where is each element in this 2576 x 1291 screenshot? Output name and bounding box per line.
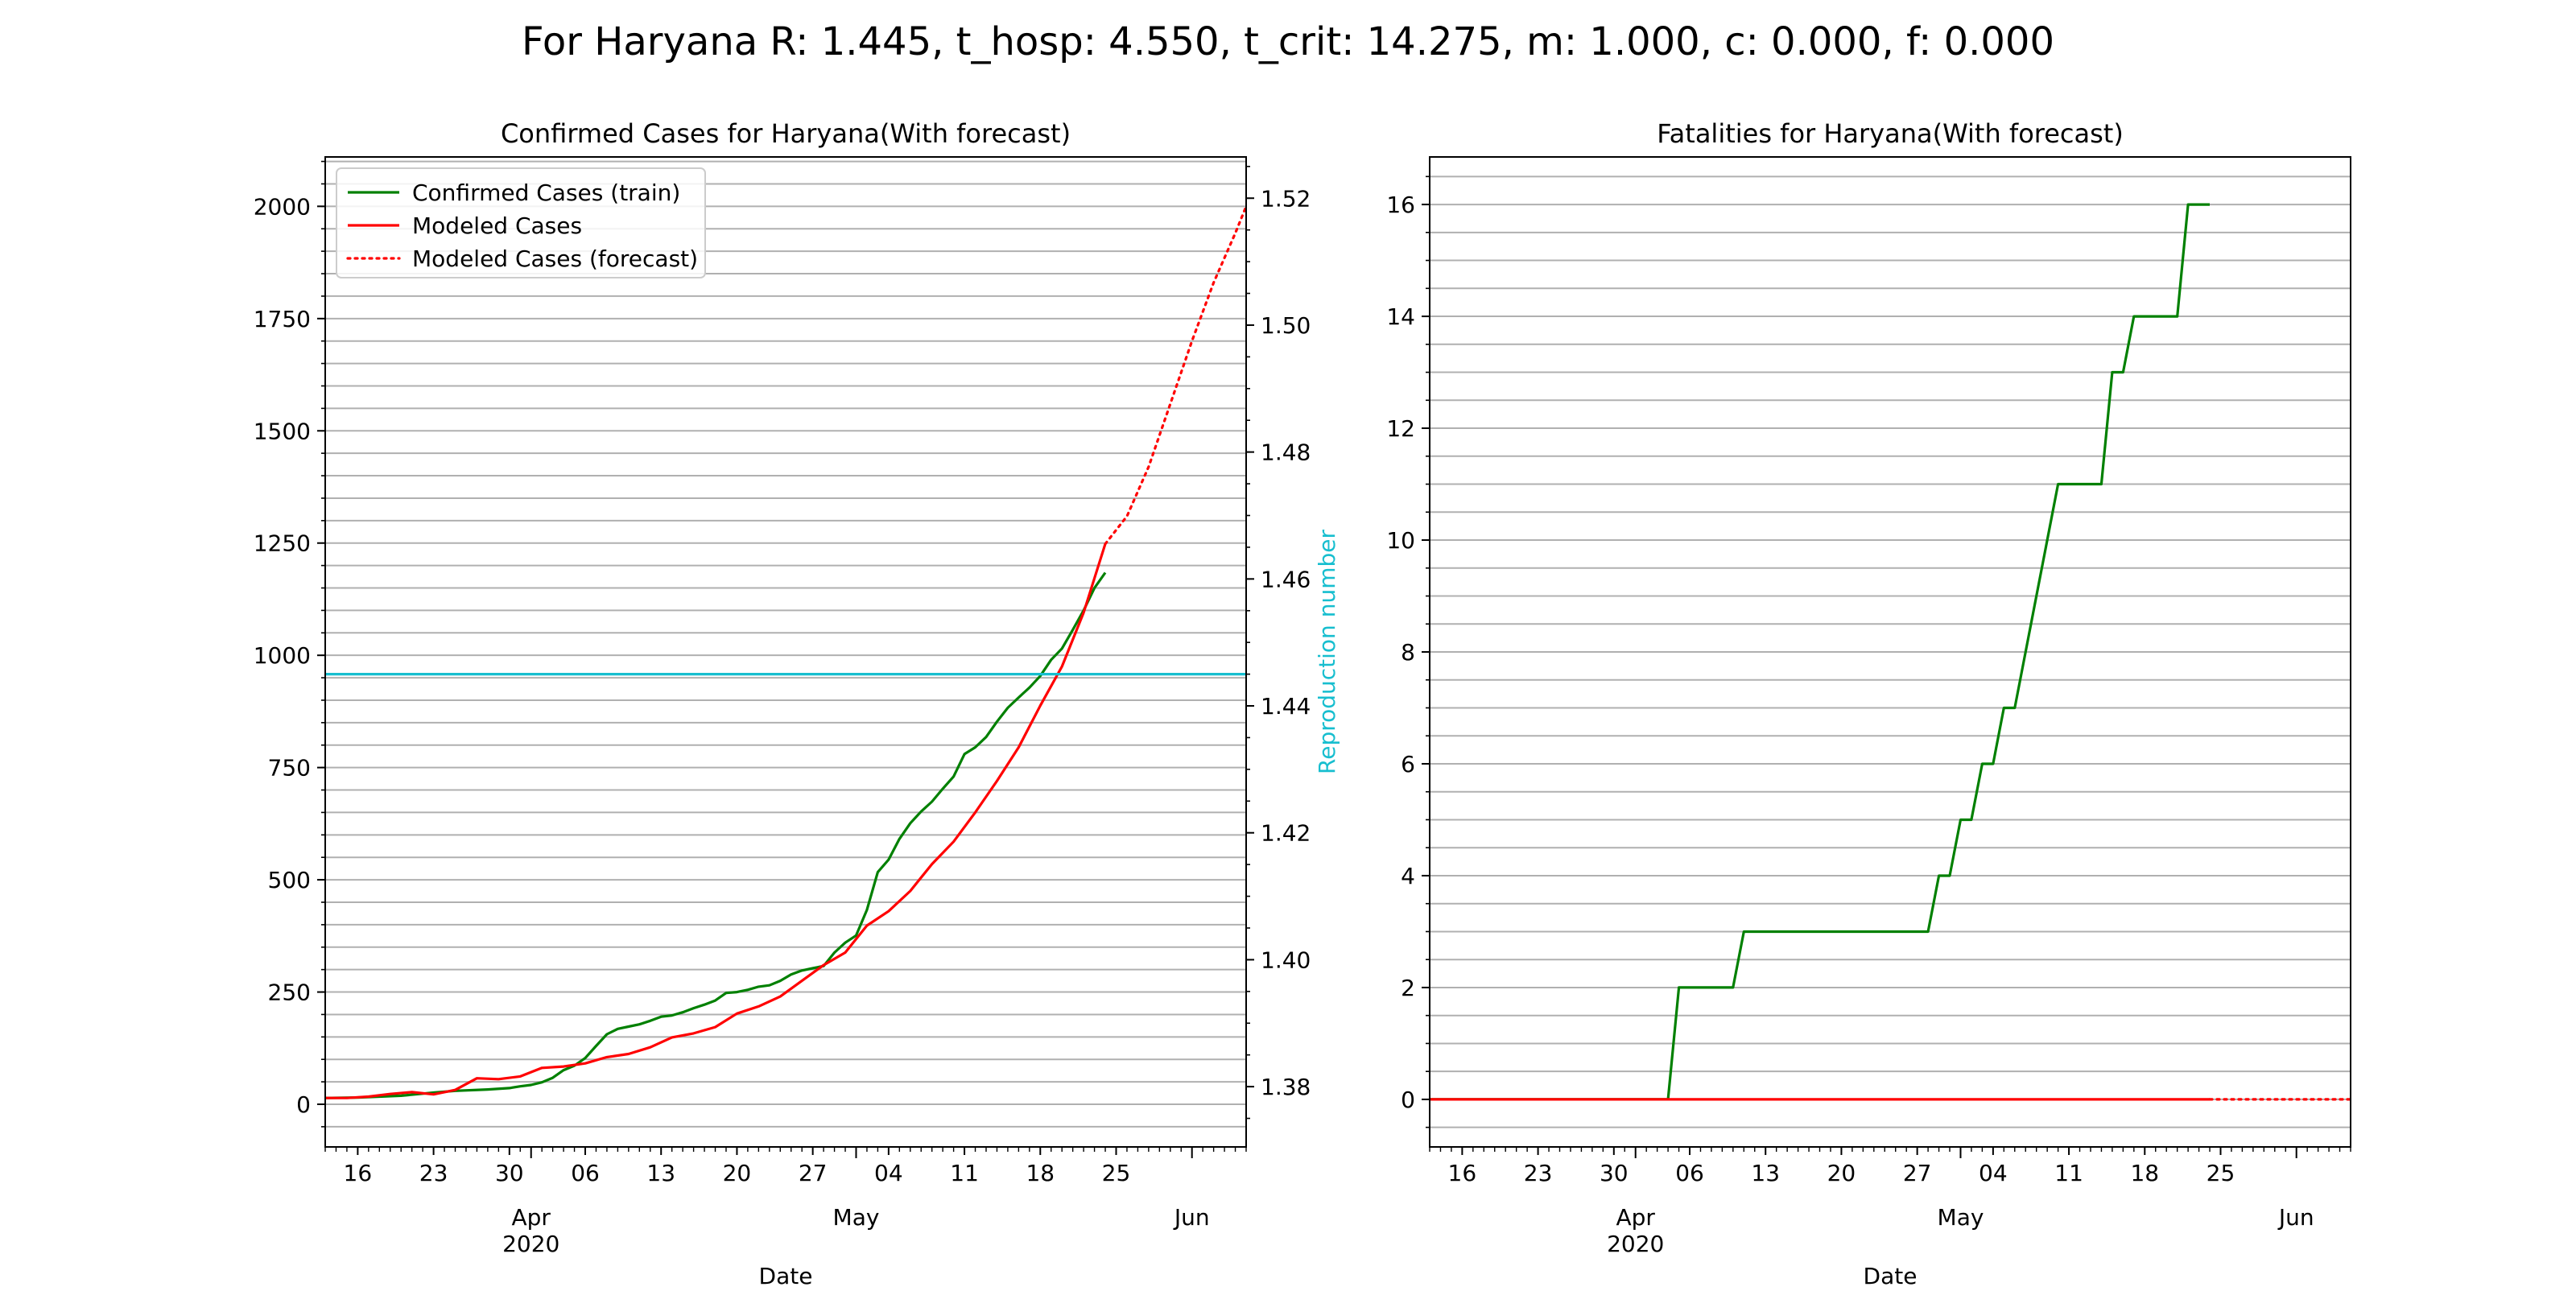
axes-title: Confirmed Cases for Haryana(With forecas… [501, 118, 1071, 149]
y2-tick-label: 1.48 [1261, 439, 1311, 466]
y-tick-label: 0 [1401, 1087, 1415, 1113]
x-week-tick-label: 30 [495, 1160, 524, 1186]
legend-label: Modeled Cases [412, 212, 582, 239]
forecast-series-line [1104, 204, 1248, 546]
x-week-tick-label: 04 [1979, 1160, 2008, 1186]
fatalities-chart: 0 2 4 6 8 10 12 14 16 16 23 30 06 13 20 27 04 11 18 25 Apr20… [1386, 118, 2352, 1289]
confirmed-cases-chart: 0 250 500 750 1000 1250 1500 1750 2000 1.38 1.40 1.… [254, 118, 1340, 1289]
x-week-tick-label: 27 [799, 1160, 828, 1186]
y-tick-label: 1000 [254, 642, 311, 669]
train-series-line [1430, 203, 2210, 1101]
x-week-tick-label: 13 [646, 1160, 675, 1186]
x-year-tick-label: 2020 [502, 1231, 559, 1257]
x-week-tick-label: 23 [419, 1160, 448, 1186]
y-tick-label: 500 [268, 867, 311, 893]
x-month-tick-label: Jun [2277, 1204, 2314, 1231]
x-year-tick-label: 2020 [1607, 1231, 1664, 1257]
x-week-tick-label: 16 [344, 1160, 373, 1186]
y-tick-label: 750 [268, 755, 311, 782]
legend-label: Confirmed Cases (train) [412, 179, 680, 206]
x-month-tick-label: Apr [511, 1204, 551, 1231]
y-tick-label: 6 [1401, 751, 1415, 777]
x-week-tick-label: 06 [571, 1160, 600, 1186]
y2-tick-label: 1.44 [1261, 693, 1311, 720]
x-week-tick-label: 20 [723, 1160, 752, 1186]
x-week-tick-label: 23 [1524, 1160, 1553, 1186]
y-tick-label: 1250 [254, 530, 311, 557]
y2-tick-label: 1.42 [1261, 820, 1311, 847]
y-tick-label: 1750 [254, 306, 311, 332]
y-tick-label: 250 [268, 980, 311, 1006]
axes-title: Fatalities for Haryana(With forecast) [1657, 118, 2124, 149]
x-week-tick-label: 11 [2054, 1160, 2083, 1186]
x-week-tick-label: 20 [1827, 1160, 1856, 1186]
y-tick-label: 2 [1401, 975, 1415, 1001]
x-week-tick-label: 18 [1026, 1160, 1055, 1186]
y2-tick-label: 1.50 [1261, 312, 1311, 339]
figure-suptitle: For Haryana R: 1.445, t_hosp: 4.550, t_c… [522, 19, 2054, 64]
legend-label: Modeled Cases (forecast) [412, 245, 698, 272]
x-axis-label: Date [759, 1263, 813, 1288]
y-tick-label: 14 [1386, 303, 1415, 330]
legend: Confirmed Cases (train) Modeled Cases Mode… [336, 167, 706, 278]
y2-tick-label: 1.40 [1261, 947, 1311, 973]
y-tick-label: 8 [1401, 639, 1415, 666]
y2-tick-label: 1.46 [1261, 566, 1311, 592]
y2-tick-label: 1.52 [1261, 185, 1311, 212]
x-month-tick-label: May [1938, 1204, 1984, 1231]
y-tick-label: 12 [1386, 415, 1415, 442]
y-tick-label: 16 [1386, 192, 1415, 218]
x-week-tick-label: 04 [874, 1160, 903, 1186]
x-axis-label: Date [1864, 1263, 1918, 1288]
x-month-tick-label: Apr [1616, 1204, 1655, 1231]
x-month-tick-label: Jun [1173, 1204, 1210, 1231]
x-week-tick-label: 11 [950, 1160, 979, 1186]
y-tick-label: 4 [1401, 863, 1415, 889]
y-tick-label: 1500 [254, 418, 311, 444]
y2-axis-label: Reproduction number [1314, 530, 1340, 774]
x-week-tick-label: 06 [1675, 1160, 1704, 1186]
x-week-tick-label: 27 [1903, 1160, 1932, 1186]
legend-box [336, 167, 706, 278]
x-week-tick-label: 30 [1600, 1160, 1629, 1186]
x-week-tick-label: 25 [1102, 1160, 1131, 1186]
x-week-tick-label: 18 [2130, 1160, 2159, 1186]
x-week-tick-label: 16 [1448, 1160, 1477, 1186]
y-tick-label: 2000 [254, 193, 311, 220]
axes-frame [324, 156, 1247, 1148]
y2-tick-label: 1.38 [1261, 1074, 1311, 1100]
x-month-tick-label: May [833, 1204, 880, 1231]
x-week-tick-label: 13 [1751, 1160, 1780, 1186]
y-tick-label: 0 [296, 1091, 311, 1118]
y-tick-label: 10 [1386, 527, 1415, 554]
model-series-line [325, 543, 1107, 1099]
train-series-line [324, 571, 1107, 1099]
x-week-tick-label: 25 [2207, 1160, 2235, 1186]
